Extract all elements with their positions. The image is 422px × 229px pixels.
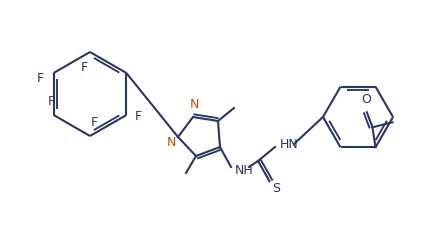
Text: F: F (81, 61, 87, 74)
Text: HN: HN (280, 138, 299, 151)
Text: S: S (272, 182, 280, 195)
Text: NH: NH (235, 163, 254, 176)
Text: N: N (166, 135, 176, 148)
Text: N: N (189, 98, 199, 111)
Text: F: F (134, 109, 141, 122)
Text: F: F (90, 115, 97, 128)
Text: F: F (36, 71, 43, 84)
Text: F: F (48, 95, 55, 108)
Text: O: O (362, 93, 371, 106)
